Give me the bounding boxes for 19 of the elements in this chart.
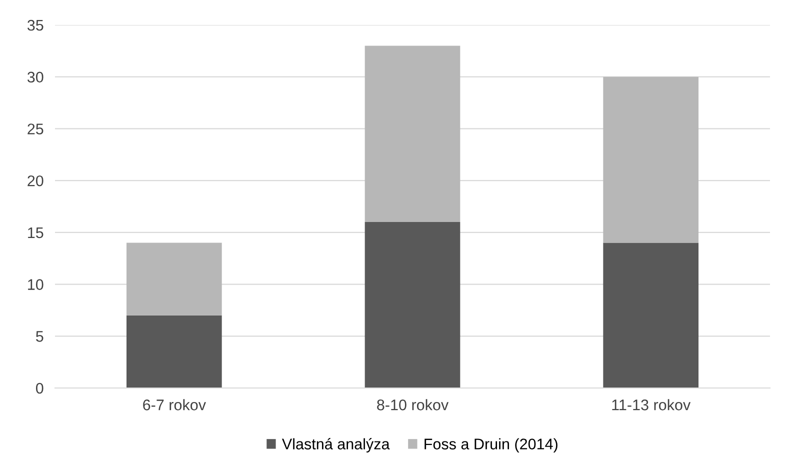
- y-tick-label: 15: [28, 227, 44, 238]
- y-tick-label: 25: [28, 124, 44, 134]
- y-tick-label: 20: [28, 175, 44, 186]
- bar: [603, 76, 698, 243]
- y-tick-label: 35: [27, 20, 44, 31]
- legend-label: Foss a Druin (2014): [424, 438, 558, 452]
- bar: [364, 222, 460, 388]
- x-tick-label: 11-13 rokov: [612, 399, 691, 410]
- bar: [126, 242, 222, 316]
- y-tick-label: 10: [28, 279, 44, 290]
- bar: [126, 315, 222, 388]
- x-tick-label: 8-10 rokov: [377, 399, 449, 410]
- bar: [603, 242, 698, 388]
- y-tick-label: 0: [36, 382, 44, 394]
- x-tick-label: 6-7 rokov: [143, 399, 206, 410]
- bar: [364, 46, 460, 222]
- y-tick-label: 30: [27, 72, 44, 83]
- legend-label: Vlastná analýza: [282, 438, 390, 452]
- y-tick-label: 5: [36, 331, 44, 342]
